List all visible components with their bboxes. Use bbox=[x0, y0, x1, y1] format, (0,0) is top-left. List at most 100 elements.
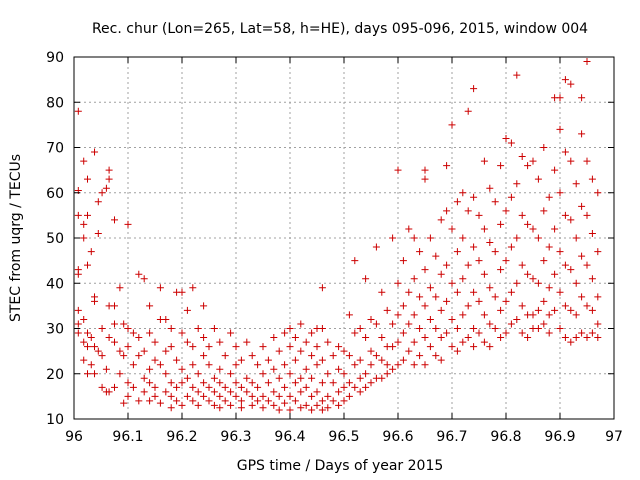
data-point bbox=[470, 85, 478, 93]
data-point bbox=[84, 211, 91, 219]
data-point bbox=[264, 379, 272, 387]
data-point bbox=[421, 361, 429, 369]
data-point bbox=[91, 343, 99, 351]
data-point bbox=[534, 234, 542, 242]
data-point bbox=[335, 388, 343, 396]
data-point bbox=[556, 288, 564, 296]
data-point bbox=[243, 388, 251, 396]
data-point bbox=[459, 275, 467, 283]
data-point bbox=[167, 379, 175, 387]
data-point bbox=[459, 311, 467, 319]
data-point bbox=[227, 329, 235, 337]
data-point bbox=[448, 343, 456, 351]
data-point bbox=[183, 338, 191, 346]
data-point bbox=[367, 361, 375, 369]
data-point bbox=[399, 302, 407, 310]
data-point bbox=[534, 325, 542, 332]
data-point bbox=[135, 397, 143, 405]
data-point bbox=[399, 257, 407, 265]
data-point bbox=[437, 270, 445, 278]
data-point bbox=[534, 306, 542, 314]
data-point bbox=[383, 306, 391, 314]
data-point bbox=[313, 343, 321, 351]
data-point bbox=[84, 175, 91, 183]
data-point bbox=[513, 71, 521, 79]
grid-lines bbox=[74, 57, 614, 419]
data-point bbox=[432, 252, 440, 260]
data-point bbox=[351, 257, 359, 265]
data-point bbox=[389, 234, 397, 242]
data-point bbox=[102, 365, 110, 373]
data-point bbox=[567, 157, 575, 165]
data-point bbox=[583, 157, 591, 165]
data-point bbox=[551, 166, 559, 174]
x-tick-label: 96.8 bbox=[490, 429, 521, 445]
data-point bbox=[120, 320, 128, 328]
data-point bbox=[578, 94, 586, 102]
data-point bbox=[286, 343, 294, 351]
data-point bbox=[410, 234, 418, 242]
data-point bbox=[567, 266, 575, 274]
data-point bbox=[167, 343, 175, 351]
data-point bbox=[259, 392, 267, 400]
data-point bbox=[200, 352, 208, 360]
data-point bbox=[556, 125, 564, 133]
data-point bbox=[124, 392, 132, 400]
data-point bbox=[74, 329, 82, 337]
data-point bbox=[502, 207, 510, 215]
data-point bbox=[448, 225, 456, 233]
data-point bbox=[232, 361, 240, 369]
data-point bbox=[394, 311, 402, 319]
data-point bbox=[124, 343, 132, 351]
data-point bbox=[372, 352, 380, 360]
data-point bbox=[335, 365, 343, 373]
data-point bbox=[378, 356, 386, 364]
data-point bbox=[464, 302, 472, 310]
data-point bbox=[205, 397, 213, 405]
data-point bbox=[237, 404, 245, 412]
data-point bbox=[216, 404, 224, 412]
data-point bbox=[200, 302, 208, 310]
data-point bbox=[216, 338, 224, 346]
data-point bbox=[578, 293, 586, 301]
data-point bbox=[437, 356, 445, 364]
data-point bbox=[362, 383, 370, 391]
data-point bbox=[459, 189, 467, 197]
data-point bbox=[432, 325, 440, 332]
data-point bbox=[497, 306, 505, 314]
x-tick-label: 96.7 bbox=[436, 429, 467, 445]
data-point bbox=[140, 388, 148, 396]
data-point bbox=[84, 370, 91, 378]
data-point bbox=[513, 279, 521, 287]
y-tick-label: 20 bbox=[46, 367, 64, 383]
x-axis-label: GPS time / Days of year 2015 bbox=[237, 458, 444, 474]
data-point bbox=[340, 383, 348, 391]
data-point bbox=[437, 216, 445, 224]
data-point bbox=[116, 347, 124, 355]
data-point bbox=[248, 401, 256, 409]
data-point bbox=[389, 343, 397, 351]
data-point bbox=[594, 248, 602, 256]
data-point bbox=[513, 234, 521, 242]
data-point bbox=[178, 365, 186, 373]
y-tick-label: 60 bbox=[46, 186, 64, 202]
data-point bbox=[567, 216, 575, 224]
data-point bbox=[453, 347, 461, 355]
data-point bbox=[275, 347, 283, 355]
data-point bbox=[567, 338, 575, 346]
data-point bbox=[248, 352, 256, 360]
data-point bbox=[486, 343, 494, 351]
data-point bbox=[94, 347, 102, 355]
data-point bbox=[556, 94, 564, 102]
data-point bbox=[437, 306, 445, 314]
data-point bbox=[362, 275, 370, 283]
data-point bbox=[561, 302, 569, 310]
data-point bbox=[297, 404, 305, 412]
data-point bbox=[443, 329, 451, 337]
data-point bbox=[545, 284, 553, 292]
data-point bbox=[308, 392, 316, 400]
data-point bbox=[275, 406, 283, 414]
data-point bbox=[583, 302, 591, 310]
data-point bbox=[318, 379, 326, 387]
y-tick-label: 40 bbox=[46, 276, 64, 292]
